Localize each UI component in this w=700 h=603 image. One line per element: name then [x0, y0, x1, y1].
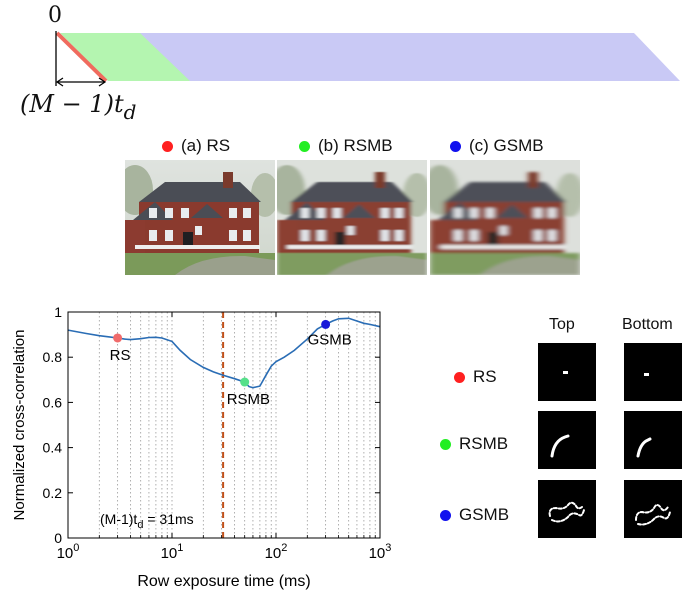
cross-correlation-chart: RS RSMB GSMB 100 101 102 103 0 0.2 0.4 0.6 0.8 1 (M…: [11, 304, 392, 590]
y-tick-label: 1: [54, 304, 62, 320]
duration-arrow-right: [98, 77, 107, 87]
legend-rsmb-label: (b) RSMB: [318, 136, 393, 155]
marker-layer: RS RSMB GSMB: [110, 319, 352, 408]
legend-rs: (a) RS: [162, 136, 230, 156]
psf-row-rsmb-label: RSMB: [459, 434, 509, 453]
y-tick-label: 0.4: [43, 440, 63, 456]
legend-rsmb: (b) RSMB: [299, 136, 393, 156]
psf-dot-icon: [644, 373, 649, 376]
psf-dot-icon: [563, 371, 568, 374]
x-tick-label: 100: [57, 542, 80, 562]
rs-exposure-line: [55, 31, 108, 83]
duration-label-main: (M − 1)t: [20, 90, 124, 118]
psf-gsmb-bottom: [624, 480, 682, 538]
legend-gsmb-label: (c) GSMB: [469, 136, 544, 155]
marker-label-rs: RS: [110, 347, 131, 364]
legend-rs-label: (a) RS: [181, 136, 231, 155]
photo-rsmb: [277, 160, 427, 275]
vline-label-rest: = 31ms: [143, 511, 193, 527]
legend-gsmb: (c) GSMB: [450, 136, 544, 156]
psf-row-rs: RS: [454, 367, 497, 387]
marker-label-gsmb: GSMB: [308, 331, 352, 348]
x-tick-label: 101: [161, 542, 184, 562]
psf-arc-icon: [636, 437, 652, 458]
photo-rs: [125, 160, 275, 275]
psf-rsmb-top: [538, 411, 596, 469]
y-tick-label: 0.6: [43, 394, 63, 410]
y-axis-label: Normalized cross-correlation: [11, 330, 28, 521]
psf-row-rsmb: RSMB: [440, 434, 508, 454]
psf-row-gsmb: GSMB: [440, 505, 509, 525]
grid-layer: [98, 312, 376, 538]
timing-zero-label: 0: [48, 3, 62, 28]
psf-rs-top: [538, 343, 596, 401]
psf-squiggle-icon: [548, 501, 585, 523]
duration-label: (M − 1)td: [20, 90, 136, 124]
photo-gsmb: [430, 160, 580, 275]
vline-label-main: (M-1)t: [100, 511, 137, 527]
plot-frame: [67, 311, 381, 539]
legend-rs-dot: [162, 140, 173, 152]
y-tick-label: 0: [54, 530, 62, 546]
marker-rsmb: [240, 377, 250, 387]
psf-rsmb-bottom: [624, 411, 682, 469]
psf-row-rsmb-dot: [440, 438, 451, 450]
psf-col-top: Top: [549, 316, 575, 333]
x-axis-label: Row exposure time (ms): [137, 573, 310, 590]
duration-arrow-left: [55, 77, 64, 87]
legend-gsmb-dot: [450, 140, 461, 152]
psf-row-rs-dot: [454, 371, 465, 383]
psf-row-gsmb-label: GSMB: [459, 505, 510, 524]
psf-col-bottom: Bottom: [622, 316, 673, 333]
psf-arc-icon: [550, 434, 570, 458]
tick-layer: 100 101 102 103 0 0.2 0.4 0.6 0.8 1: [43, 304, 392, 562]
x-tick-label: 103: [369, 542, 392, 562]
psf-row-rs-label: RS: [473, 367, 497, 386]
vline-label: (M-1)td = 31ms: [100, 511, 194, 531]
x-tick-label: 102: [265, 542, 288, 562]
psf-squiggle-icon: [635, 504, 671, 526]
psf-row-gsmb-dot: [440, 509, 451, 521]
duration-label-sub: d: [123, 100, 137, 124]
timing-diagram: [55, 31, 680, 87]
rsmb-exposure-band: [60, 33, 190, 81]
y-tick-label: 0.2: [43, 485, 63, 501]
marker-rs: [113, 333, 123, 343]
y-tick-label: 0.8: [43, 349, 63, 365]
psf-gsmb-top: [538, 480, 596, 538]
psf-rs-bottom: [624, 343, 682, 401]
marker-label-rsmb: RSMB: [227, 391, 270, 408]
marker-gsmb: [321, 319, 331, 329]
legend-rsmb-dot: [299, 140, 310, 152]
gsmb-exposure-band: [138, 33, 680, 81]
vline-label-sub: d: [137, 519, 143, 531]
